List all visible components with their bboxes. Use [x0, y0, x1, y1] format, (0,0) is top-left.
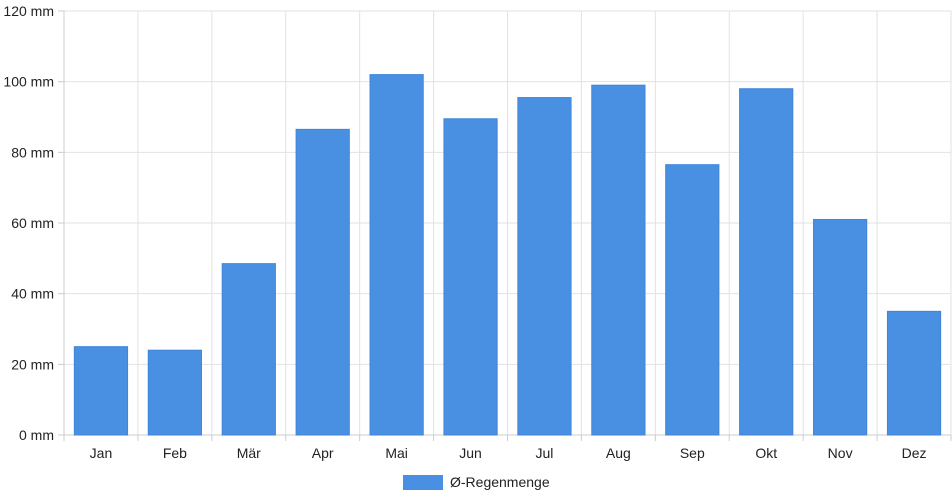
x-tick-label: Jun	[459, 445, 482, 461]
x-tick-label: Mai	[385, 445, 408, 461]
bar-jul[interactable]	[517, 97, 572, 436]
bar-nov[interactable]	[813, 218, 868, 436]
y-tick-label: 80 mm	[11, 144, 54, 160]
x-tick-label: Okt	[755, 445, 777, 461]
bar-dez[interactable]	[886, 310, 942, 436]
legend-label[interactable]: Ø-Regenmenge	[450, 474, 550, 490]
y-tick-label: 0 mm	[19, 427, 54, 443]
x-axis-tick-labels: Jan Feb Mär Apr Mai Jun Jul Aug Sep Okt Nov Dez	[90, 445, 927, 461]
bar-apr[interactable]	[295, 128, 350, 436]
y-tick-label: 60 mm	[11, 215, 54, 231]
y-tick-label: 120 mm	[3, 3, 54, 19]
bar-sep[interactable]	[665, 164, 720, 436]
bar-feb[interactable]	[147, 349, 202, 436]
y-axis-tick-labels: 0 mm 20 mm 40 mm 60 mm 80 mm 100 mm 120 mm	[3, 3, 54, 443]
bar-jan[interactable]	[73, 346, 129, 436]
x-tick-label: Aug	[606, 445, 631, 461]
bar-mär[interactable]	[221, 263, 276, 436]
y-tick-label: 100 mm	[3, 74, 54, 90]
x-tick-label: Nov	[828, 445, 853, 461]
axes	[58, 10, 952, 441]
x-tick-label: Jan	[90, 445, 113, 461]
grid-lines	[64, 10, 952, 435]
x-tick-label: Feb	[163, 445, 187, 461]
x-tick-label: Jul	[536, 445, 554, 461]
bar-aug[interactable]	[591, 84, 646, 436]
x-tick-label: Sep	[680, 445, 705, 461]
bar-okt[interactable]	[739, 88, 794, 436]
legend[interactable]: Ø-Regenmenge	[403, 474, 550, 490]
x-tick-label: Apr	[312, 445, 334, 461]
x-tick-label: Dez	[902, 445, 927, 461]
bar-jun[interactable]	[443, 118, 498, 436]
bars	[73, 74, 942, 436]
legend-swatch[interactable]	[403, 475, 443, 490]
y-tick-label: 40 mm	[11, 286, 54, 302]
x-tick-label: Mär	[237, 445, 261, 461]
y-tick-label: 20 mm	[11, 356, 54, 372]
bar-mai[interactable]	[369, 74, 424, 436]
